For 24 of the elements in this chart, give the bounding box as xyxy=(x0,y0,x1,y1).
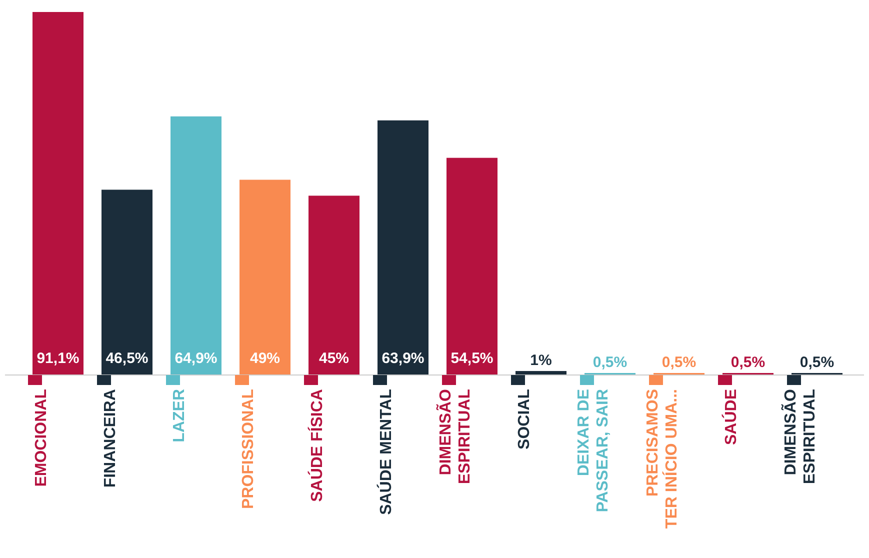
data-label: 0,5% xyxy=(662,354,696,372)
x-tick-label: DIMENSÃO ESPIRITUAL xyxy=(436,388,474,484)
data-label: 1% xyxy=(530,352,552,370)
x-tick-label: LAZER xyxy=(171,388,188,442)
x-tick-label: DEIXAR DE PASSEAR, SAIR xyxy=(576,388,612,512)
x-tick-label: SAÚDE FÍSICA xyxy=(307,388,326,502)
x-tick-label: EMOCIONAL xyxy=(33,388,50,487)
data-label: 63,9% xyxy=(382,350,424,367)
x-tick-label: SAÚDE xyxy=(721,388,740,446)
x-tick-label: SAÚDE MENTAL xyxy=(376,388,395,515)
data-label: 46,5% xyxy=(106,350,148,367)
x-tick-label: SOCIAL xyxy=(516,388,533,450)
x-tick-label: DIMENSÃO ESPIRITUAL xyxy=(780,388,818,484)
data-label: 45% xyxy=(318,350,350,367)
data-label: 0,5% xyxy=(592,354,628,372)
x-tick-label: PROFISSIONAL xyxy=(240,388,257,510)
data-label: 0,5% xyxy=(730,354,766,372)
x-tick-label: PRECISAMOS TER INÍCIO UMA... xyxy=(644,388,680,529)
data-label: 49% xyxy=(250,350,280,367)
data-label: 64,9% xyxy=(174,350,218,367)
x-tick-label: FINANCEIRA xyxy=(102,388,119,488)
data-label: 0,5% xyxy=(800,354,834,372)
data-label: 91,1% xyxy=(36,350,80,367)
data-label: 54,5% xyxy=(450,350,494,367)
